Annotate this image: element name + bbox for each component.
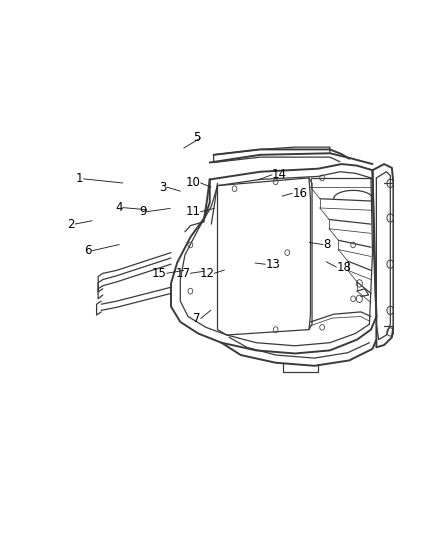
Text: 15: 15 bbox=[152, 267, 167, 280]
Text: 17: 17 bbox=[176, 267, 191, 280]
Text: 6: 6 bbox=[85, 244, 92, 257]
Text: 8: 8 bbox=[323, 238, 330, 251]
Text: 1: 1 bbox=[76, 172, 84, 185]
Text: 3: 3 bbox=[159, 181, 167, 193]
Text: 11: 11 bbox=[186, 205, 201, 218]
Text: 9: 9 bbox=[139, 205, 146, 218]
Text: 16: 16 bbox=[293, 187, 307, 200]
Text: 13: 13 bbox=[265, 258, 280, 271]
Text: 18: 18 bbox=[336, 261, 351, 273]
Text: 10: 10 bbox=[186, 176, 201, 189]
Text: 14: 14 bbox=[272, 168, 287, 181]
Text: 5: 5 bbox=[193, 131, 201, 144]
Text: 7: 7 bbox=[193, 312, 201, 325]
Text: 2: 2 bbox=[67, 217, 75, 230]
Text: 12: 12 bbox=[199, 267, 214, 280]
Text: 4: 4 bbox=[115, 201, 123, 214]
